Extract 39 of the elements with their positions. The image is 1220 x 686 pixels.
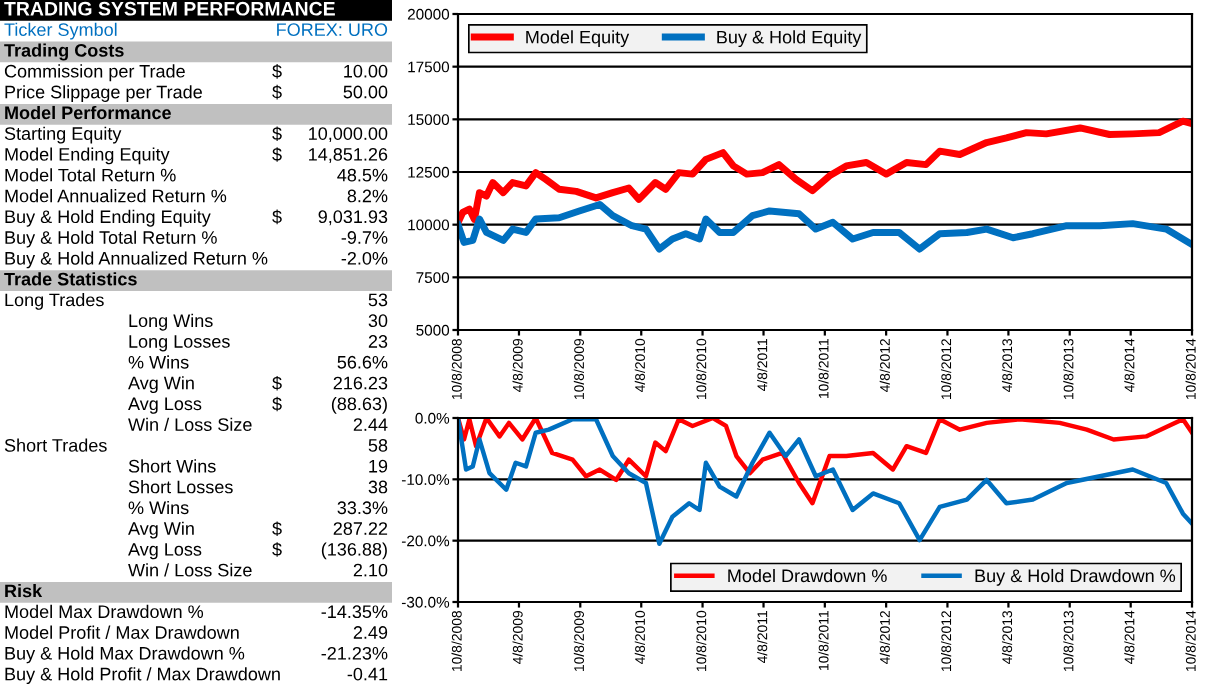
text: Trade Statistics: [4, 272, 137, 286]
text: Buy & Hold Max Drawdown % -21.23%: [5, 646, 388, 664]
text: Trading Costs: [4, 43, 124, 61]
text: % Wins 56.6%: [128, 355, 388, 369]
text: Long Trades 53: [5, 293, 388, 310]
text: Buy & Hold Total Return % -9.7%: [5, 230, 388, 248]
text: % Wins 33.3%: [128, 500, 388, 515]
text: TRADING SYSTEM PERFORMANCE: [4, 1, 335, 16]
text: Ticker Symbol FOREX: URO: [4, 22, 388, 40]
text: Win / Loss Size 2.44: [128, 417, 388, 431]
text: Model Performance: [5, 105, 171, 120]
legend-label: Buy & Hold Equity: [717, 30, 862, 48]
text: Buy & Hold Annualized Return % -2.0%: [5, 251, 388, 269]
text: Short Losses 38: [128, 480, 388, 494]
text: Avg Win $ 216.23: [128, 375, 388, 393]
text: Buy & Hold Profit / Max Drawdown -0.41: [5, 667, 388, 685]
legend-label: Model Equity: [526, 30, 630, 48]
text: Avg Loss $ (136.88): [128, 542, 387, 560]
text: Long Wins 30: [129, 313, 388, 331]
text: Risk: [5, 584, 43, 598]
line-series: [458, 200, 1192, 253]
text: Win / Loss Size 2.10: [128, 563, 388, 577]
text: Short Trades 58: [4, 438, 388, 452]
text: Model Ending Equity $ 14,851.26: [5, 147, 388, 165]
legend-label: Buy & Hold Drawdown %: [975, 568, 1176, 586]
text: Long Losses 23: [129, 335, 388, 352]
text: Avg Win $ 287.22: [128, 521, 388, 539]
text: Avg Loss $ (88.63): [128, 396, 387, 414]
text: Model Total Return % 48.5%: [5, 168, 388, 182]
text: Price Slippage per Trade $ 50.00: [5, 84, 388, 102]
text: Model Profit / Max Drawdown 2.49: [5, 625, 388, 639]
line-series: [458, 117, 1192, 227]
text: Model Annualized Return % 8.2%: [5, 189, 388, 203]
text: Short Wins 19: [128, 459, 388, 473]
text: Commission per Trade $ 10.00: [4, 64, 388, 82]
text: Buy & Hold Ending Equity $ 9,031.93: [5, 209, 388, 227]
text: Model Max Drawdown % -14.35%: [5, 604, 388, 619]
text: Starting Equity $ 10,000.00: [4, 126, 388, 144]
legend-label: Model Drawdown %: [728, 568, 887, 583]
